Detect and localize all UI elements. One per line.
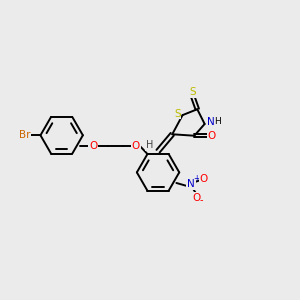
Text: S: S	[190, 87, 196, 98]
Text: O: O	[208, 131, 216, 141]
Text: Br: Br	[19, 130, 30, 140]
Text: O: O	[132, 141, 140, 151]
Text: +: +	[193, 174, 199, 183]
Text: O: O	[200, 174, 208, 184]
Text: H: H	[146, 140, 154, 150]
Text: S: S	[174, 109, 181, 118]
Text: O: O	[89, 141, 98, 151]
Text: H: H	[214, 117, 220, 126]
Text: O: O	[192, 193, 201, 203]
Text: N: N	[187, 179, 195, 189]
Text: -: -	[200, 195, 203, 205]
Text: N: N	[207, 117, 214, 127]
